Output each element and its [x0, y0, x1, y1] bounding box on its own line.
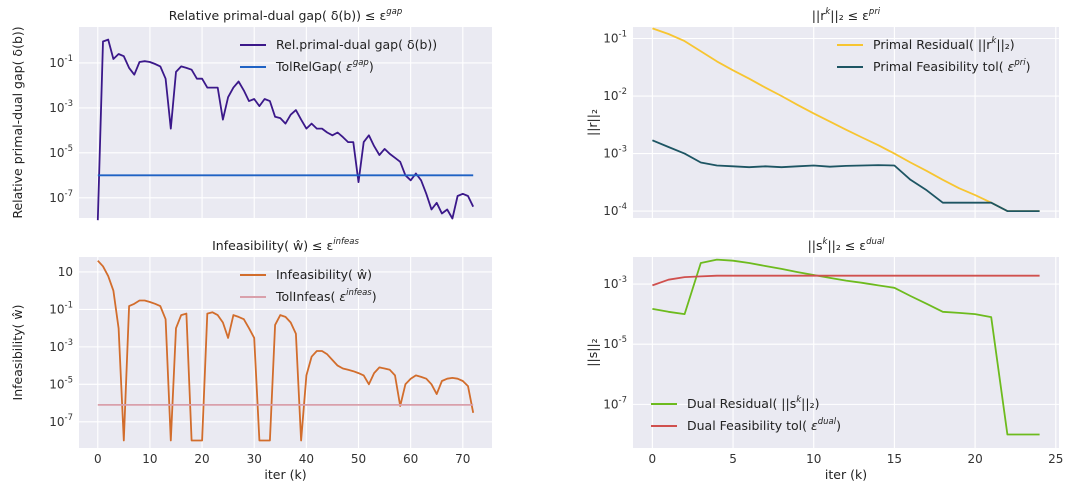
y-tick-label: 10-5 [603, 335, 627, 351]
x-tick-label: 15 [887, 452, 902, 466]
x-tick-label: 0 [649, 452, 657, 466]
y-tick-label: 10-4 [603, 202, 627, 218]
y-tick-label: 10-7 [49, 189, 73, 205]
legend: Primal Residual( ||rk||₂) Primal Feasibil… [837, 36, 1030, 74]
legend-entry: Rel.primal-dual gap( δ(b)) [276, 37, 437, 52]
y-tick-label: 10-1 [603, 30, 627, 46]
legend-entry: Infeasibility( ŵ) [276, 267, 372, 282]
y-tick-label: 10-7 [603, 395, 627, 411]
y-tick-label: 10-1 [49, 54, 73, 70]
legend-entry: Primal Residual( ||rk||₂) [873, 36, 1015, 52]
panel-top-left: 10-7 10-5 10-3 10-1 Relative primal-dual gap… [10, 7, 492, 221]
y-axis-label: Relative primal-dual gap( δ(b)) [10, 26, 25, 218]
legend-entry: TolInfeas( εinfeas) [275, 288, 377, 304]
chart-title: ||sk||₂ ≤ εdual [808, 237, 885, 253]
plot-area [79, 257, 492, 448]
panel-bottom-right: 10-7 10-5 10-3 0 5 10 15 20 25 iter (k) ||s||₂ ||sk… [585, 237, 1063, 482]
y-tick-label: 10-7 [49, 413, 73, 429]
y-axis-label: ||s||₂ [585, 338, 600, 366]
y-tick-label: 10-5 [49, 375, 73, 391]
legend-entry: Dual Feasibility tol( εdual) [687, 417, 841, 433]
legend: Infeasibility( ŵ) TolInfeas( εinfeas) [240, 267, 377, 304]
x-axis-label: iter (k) [825, 467, 867, 482]
x-tick-label: 70 [455, 452, 470, 466]
series-line-2 [652, 139, 1040, 213]
y-tick-label: 10-3 [603, 145, 627, 161]
x-tick-label: 5 [729, 452, 737, 466]
y-axis-label: Infeasibility( ŵ) [10, 305, 25, 401]
x-tick-label: 25 [1048, 452, 1063, 466]
legend-entry: Dual Residual( ||sk||₂) [687, 395, 819, 411]
x-tick-label: 60 [403, 452, 418, 466]
legend: Rel.primal-dual gap( δ(b)) TolRelGap( εga… [240, 37, 437, 74]
x-axis-label: iter (k) [264, 467, 306, 482]
x-tick-label: 30 [247, 452, 262, 466]
series-line-1 [97, 260, 475, 442]
legend-entry: Primal Feasibility tol( εpri) [873, 58, 1030, 74]
series-line-1 [96, 38, 475, 221]
y-tick-label: 10-5 [49, 144, 73, 160]
chart-title: ||rk||₂ ≤ εpri [812, 7, 881, 23]
plot-area [633, 257, 1059, 448]
series-line-1 [652, 27, 1040, 213]
y-tick-label: 10-2 [603, 87, 627, 103]
x-tick-label: 50 [351, 452, 366, 466]
x-tick-label: 10 [806, 452, 821, 466]
x-tick-label: 0 [94, 452, 102, 466]
panel-top-right: 10-4 10-3 10-2 10-1 ||r||₂ ||rk||₂ ≤ εpri Prim… [585, 7, 1059, 218]
y-tick-label: 10 [58, 265, 73, 279]
series-line-1 [652, 258, 1040, 436]
x-tick-label: 20 [967, 452, 982, 466]
legend-entry: TolRelGap( εgap) [275, 58, 374, 74]
plot-area [633, 27, 1059, 218]
series-line-2 [652, 274, 1040, 287]
x-tick-label: 40 [299, 452, 314, 466]
y-tick-label: 10-3 [49, 338, 73, 354]
y-tick-label: 10-3 [49, 99, 73, 115]
panel-bottom-left: 10-7 10-5 10-3 10-1 10 0 10 20 30 40 50 60 70 iter (k… [10, 237, 492, 482]
x-tick-label: 20 [194, 452, 209, 466]
y-tick-label: 10-3 [603, 275, 627, 291]
chart-title: Infeasibility( ŵ) ≤ εinfeas [212, 237, 359, 253]
x-tick-label: 10 [142, 452, 157, 466]
y-tick-label: 10-1 [49, 300, 73, 316]
y-axis-label: ||r||₂ [585, 109, 600, 136]
legend: Dual Residual( ||sk||₂) Dual Feasibility … [651, 395, 841, 433]
chart-title: Relative primal-dual gap( δ(b)) ≤ εgap [169, 7, 403, 23]
